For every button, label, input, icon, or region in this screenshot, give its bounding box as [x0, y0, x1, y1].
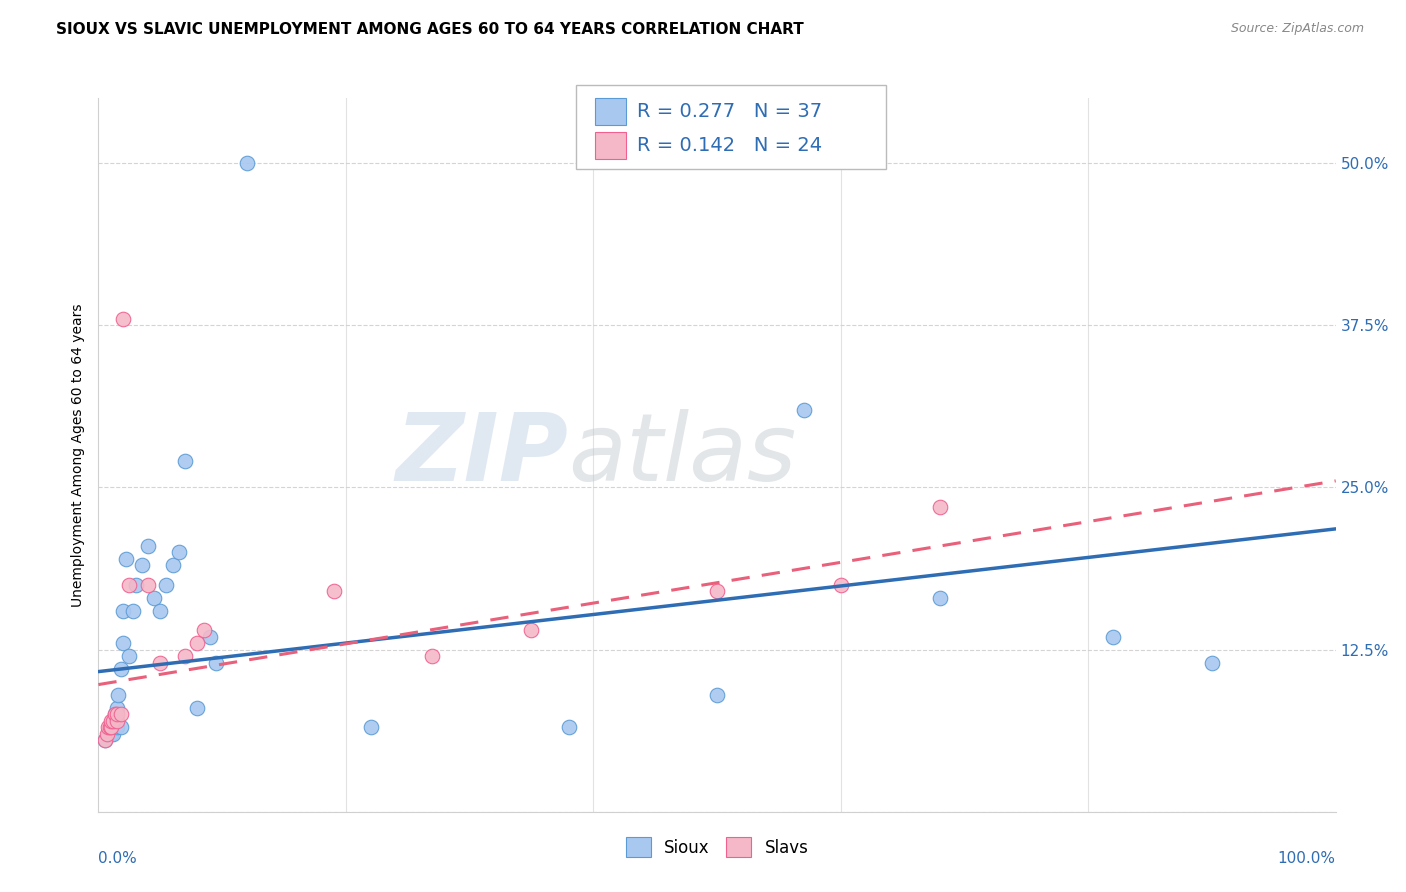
Point [830, 577, 852, 591]
Point [1201, 656, 1223, 670]
Point [103, 707, 125, 722]
Point [110, 662, 132, 676]
Point [97, 720, 120, 734]
Point [110, 720, 132, 734]
Text: ZIP: ZIP [395, 409, 568, 501]
Text: 0.0%: 0.0% [98, 851, 138, 866]
Legend: Sioux, Slavs: Sioux, Slavs [619, 830, 815, 864]
Point [103, 714, 125, 728]
Point [520, 623, 543, 637]
Point [928, 500, 950, 514]
Point [100, 720, 122, 734]
Text: 100.0%: 100.0% [1278, 851, 1336, 866]
Point [118, 577, 141, 591]
Point [105, 714, 128, 728]
Point [112, 311, 135, 326]
Point [143, 591, 166, 605]
Text: Source: ZipAtlas.com: Source: ZipAtlas.com [1230, 22, 1364, 36]
Point [96, 727, 118, 741]
Text: atlas: atlas [568, 409, 797, 500]
Point [105, 701, 128, 715]
Text: SIOUX VS SLAVIC UNEMPLOYMENT AMONG AGES 60 TO 64 YEARS CORRELATION CHART: SIOUX VS SLAVIC UNEMPLOYMENT AMONG AGES … [56, 22, 804, 37]
Point [1102, 630, 1125, 644]
Point [186, 701, 208, 715]
Point [928, 591, 950, 605]
Point [198, 630, 221, 644]
Point [98, 720, 121, 734]
Point [100, 727, 122, 741]
Point [93, 733, 115, 747]
Point [322, 584, 344, 599]
Point [103, 707, 125, 722]
Point [93, 733, 115, 747]
Point [174, 454, 197, 468]
Point [97, 727, 120, 741]
Point [100, 714, 122, 728]
Point [110, 707, 132, 722]
Point [131, 558, 153, 573]
Point [422, 648, 444, 663]
Text: R = 0.277   N = 37: R = 0.277 N = 37 [637, 102, 823, 120]
Point [118, 648, 141, 663]
Point [155, 577, 177, 591]
Point [105, 707, 128, 722]
Text: R = 0.142   N = 24: R = 0.142 N = 24 [637, 136, 823, 155]
Point [162, 558, 184, 573]
Point [122, 604, 145, 618]
Point [107, 688, 129, 702]
Point [167, 545, 190, 559]
Point [205, 656, 228, 670]
Point [557, 720, 579, 734]
Point [136, 539, 159, 553]
Point [186, 636, 208, 650]
Point [103, 727, 125, 741]
Point [149, 604, 172, 618]
Point [793, 402, 815, 417]
Point [236, 156, 259, 170]
Point [105, 720, 128, 734]
Point [136, 577, 159, 591]
Point [149, 656, 172, 670]
Point [124, 577, 146, 591]
Point [100, 720, 122, 734]
Point [706, 584, 728, 599]
Point [103, 714, 125, 728]
Point [360, 720, 382, 734]
Point [114, 551, 136, 566]
Point [706, 688, 728, 702]
Point [112, 604, 135, 618]
Y-axis label: Unemployment Among Ages 60 to 64 years: Unemployment Among Ages 60 to 64 years [72, 303, 86, 607]
Point [193, 623, 215, 637]
Point [112, 636, 135, 650]
Point [174, 648, 197, 663]
